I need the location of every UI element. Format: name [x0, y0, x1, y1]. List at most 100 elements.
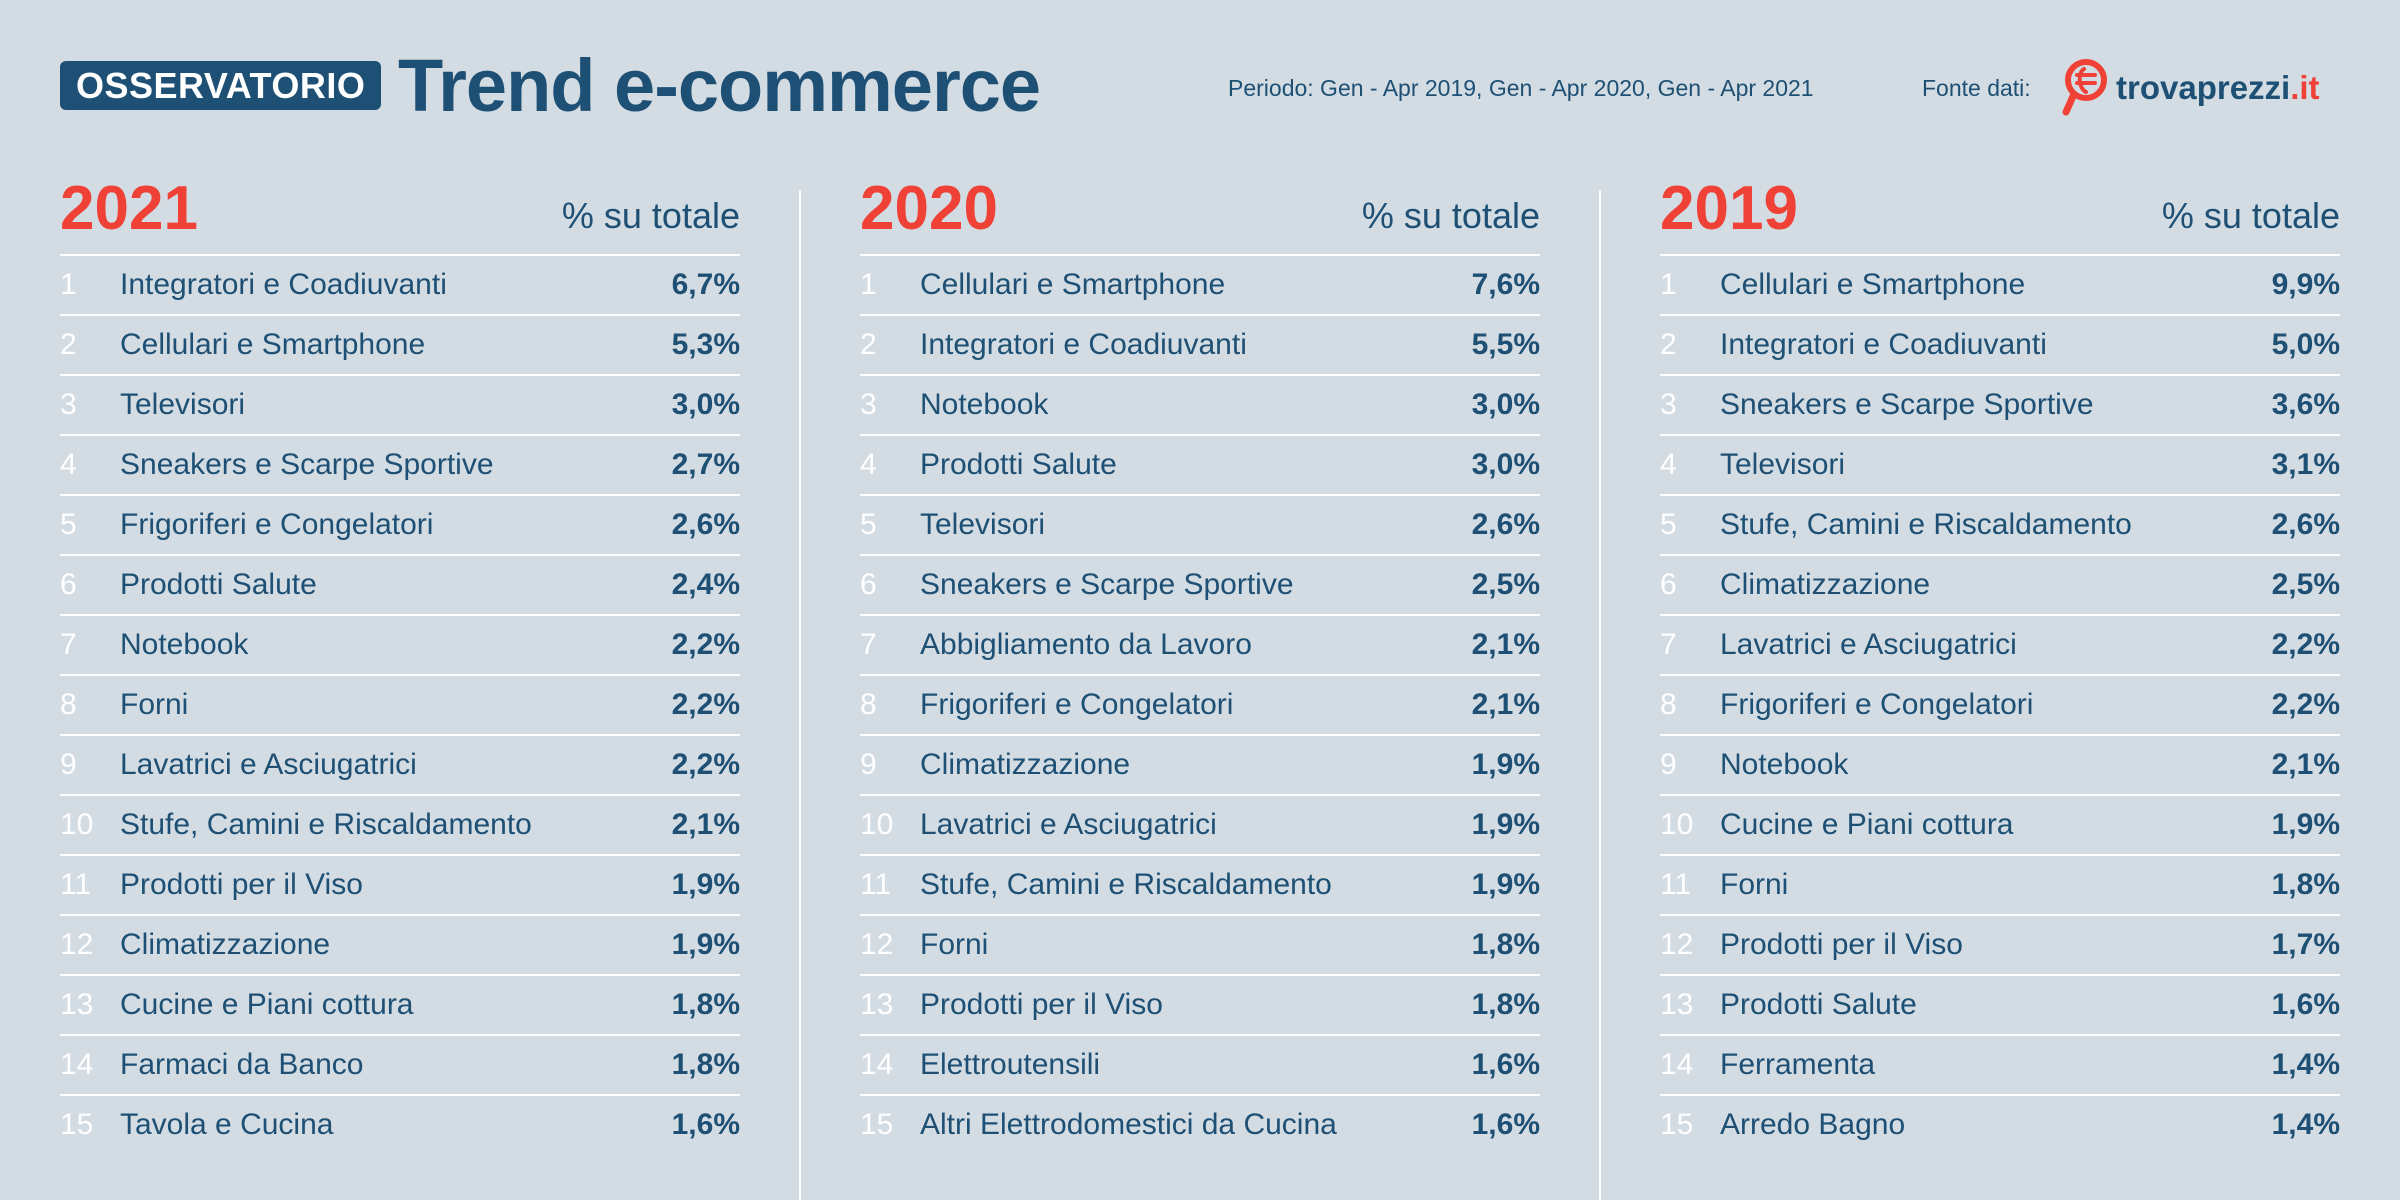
rank-number: 10 [860, 808, 894, 841]
table-header: 2021 % su totale [60, 170, 740, 256]
table-row: 1 Cellulari e Smartphone 9,9% [1660, 256, 2340, 316]
rank-number: 6 [60, 568, 77, 601]
table-row: 11 Stufe, Camini e Riscaldamento 1,9% [860, 856, 1540, 916]
year-title: 2021 [60, 174, 198, 243]
category-name: Televisori [1720, 448, 1846, 481]
category-name: Sneakers e Scarpe Sportive [120, 448, 494, 481]
rank-number: 8 [1660, 688, 1677, 721]
table-row: 1 Integratori e Coadiuvanti 6,7% [60, 256, 740, 316]
category-name: Integratori e Coadiuvanti [120, 268, 447, 301]
table-row: 11 Forni 1,8% [1660, 856, 2340, 916]
table-row: 2 Integratori e Coadiuvanti 5,5% [860, 316, 1540, 376]
category-name: Notebook [920, 388, 1049, 421]
percent-value: 2,2% [671, 688, 740, 721]
rank-number: 8 [860, 688, 877, 721]
percent-value: 6,7% [671, 268, 740, 301]
category-name: Elettroutensili [920, 1048, 1101, 1081]
table-row: 9 Climatizzazione 1,9% [860, 736, 1540, 796]
percent-value: 1,9% [671, 928, 740, 961]
category-name: Frigoriferi e Congelatori [120, 508, 434, 541]
percent-value: 1,8% [1471, 928, 1540, 961]
rank-number: 7 [1660, 628, 1677, 661]
category-name: Stufe, Camini e Riscaldamento [120, 808, 532, 841]
percent-value: 1,4% [2271, 1048, 2340, 1081]
table-header: 2019 % su totale [1660, 170, 2340, 256]
table-row: 12 Climatizzazione 1,9% [60, 916, 740, 976]
percent-value: 2,7% [671, 448, 740, 481]
category-name: Prodotti Salute [1720, 988, 1917, 1021]
table-row: 2 Integratori e Coadiuvanti 5,0% [1660, 316, 2340, 376]
percent-value: 2,5% [1471, 568, 1540, 601]
category-name: Televisori [920, 508, 1046, 541]
category-name: Prodotti per il Viso [120, 868, 363, 901]
percent-value: 5,0% [2271, 328, 2340, 361]
rank-number: 3 [860, 388, 877, 421]
category-name: Cucine e Piani cottura [120, 988, 414, 1021]
table-row: 3 Televisori 3,0% [60, 376, 740, 436]
rank-number: 11 [860, 868, 892, 901]
table-row: 15 Arredo Bagno 1,4% [1660, 1096, 2340, 1154]
header: OSSERVATORIO Trend e-commerce Periodo: G… [60, 46, 2342, 126]
rank-number: 1 [60, 268, 77, 301]
category-name: Arredo Bagno [1720, 1108, 1906, 1141]
percent-value: 2,1% [2271, 748, 2340, 781]
category-name: Lavatrici e Asciugatrici [120, 748, 417, 781]
table-row: 3 Sneakers e Scarpe Sportive 3,6% [1660, 376, 2340, 436]
category-name: Prodotti per il Viso [920, 988, 1163, 1021]
rank-number: 6 [860, 568, 877, 601]
percent-value: 2,1% [1471, 628, 1540, 661]
category-name: Cellulari e Smartphone [1720, 268, 2026, 301]
rank-number: 7 [60, 628, 77, 661]
category-name: Integratori e Coadiuvanti [1720, 328, 2047, 361]
table-row: 13 Cucine e Piani cottura 1,8% [60, 976, 740, 1036]
ranking-list: 1 Cellulari e Smartphone 7,6% 2 Integratori … [860, 256, 1540, 1154]
category-name: Notebook [1720, 748, 1849, 781]
percent-header: % su totale [561, 195, 740, 236]
table-row: 14 Farmaci da Banco 1,8% [60, 1036, 740, 1096]
table-row: 13 Prodotti Salute 1,6% [1660, 976, 2340, 1036]
percent-value: 2,2% [671, 748, 740, 781]
rank-number: 5 [860, 508, 877, 541]
category-name: Climatizzazione [1720, 568, 1931, 601]
percent-value: 1,9% [1471, 868, 1540, 901]
table-row: 10 Lavatrici e Asciugatrici 1,9% [860, 796, 1540, 856]
rank-number: 13 [860, 988, 894, 1021]
category-name: Forni [920, 928, 989, 961]
rank-number: 14 [1660, 1048, 1694, 1081]
table-row: 8 Forni 2,2% [60, 676, 740, 736]
table-row: 1 Cellulari e Smartphone 7,6% [860, 256, 1540, 316]
category-name: Climatizzazione [120, 928, 331, 961]
table-row: 2 Cellulari e Smartphone 5,3% [60, 316, 740, 376]
percent-header: % su totale [1361, 195, 1540, 236]
brand-tld: .it [2290, 69, 2320, 106]
source-label: Fonte dati: [1922, 75, 2031, 101]
observatory-badge: OSSERVATORIO [60, 61, 382, 110]
rank-number: 14 [860, 1048, 894, 1081]
category-name: Lavatrici e Asciugatrici [1720, 628, 2017, 661]
category-name: Stufe, Camini e Riscaldamento [1720, 508, 2132, 541]
table-2019: 2019 % su totale 1 Cellulari e Smartphone… [1660, 170, 2340, 1154]
percent-value: 1,8% [2271, 868, 2340, 901]
category-name: Sneakers e Scarpe Sportive [920, 568, 1294, 601]
table-row: 14 Ferramenta 1,4% [1660, 1036, 2340, 1096]
rank-number: 12 [1660, 928, 1694, 961]
category-name: Climatizzazione [920, 748, 1131, 781]
rank-number: 8 [60, 688, 77, 721]
category-name: Altri Elettrodomestici da Cucina [920, 1108, 1337, 1141]
rank-number: 15 [860, 1108, 894, 1141]
brand-name: trovaprezzi [2116, 69, 2291, 106]
rank-number: 2 [1660, 328, 1677, 361]
percent-header: % su totale [2161, 195, 2340, 236]
table-row: 7 Lavatrici e Asciugatrici 2,2% [1660, 616, 2340, 676]
percent-value: 3,1% [2271, 448, 2340, 481]
table-row: 4 Televisori 3,1% [1660, 436, 2340, 496]
category-name: Cellulari e Smartphone [120, 328, 426, 361]
category-name: Tavola e Cucina [120, 1108, 334, 1141]
percent-value: 1,8% [671, 1048, 740, 1081]
percent-value: 2,4% [671, 568, 740, 601]
table-row: 12 Forni 1,8% [860, 916, 1540, 976]
column-divider [799, 190, 801, 1200]
percent-value: 2,6% [2271, 508, 2340, 541]
percent-value: 2,6% [671, 508, 740, 541]
table-row: 11 Prodotti per il Viso 1,9% [60, 856, 740, 916]
